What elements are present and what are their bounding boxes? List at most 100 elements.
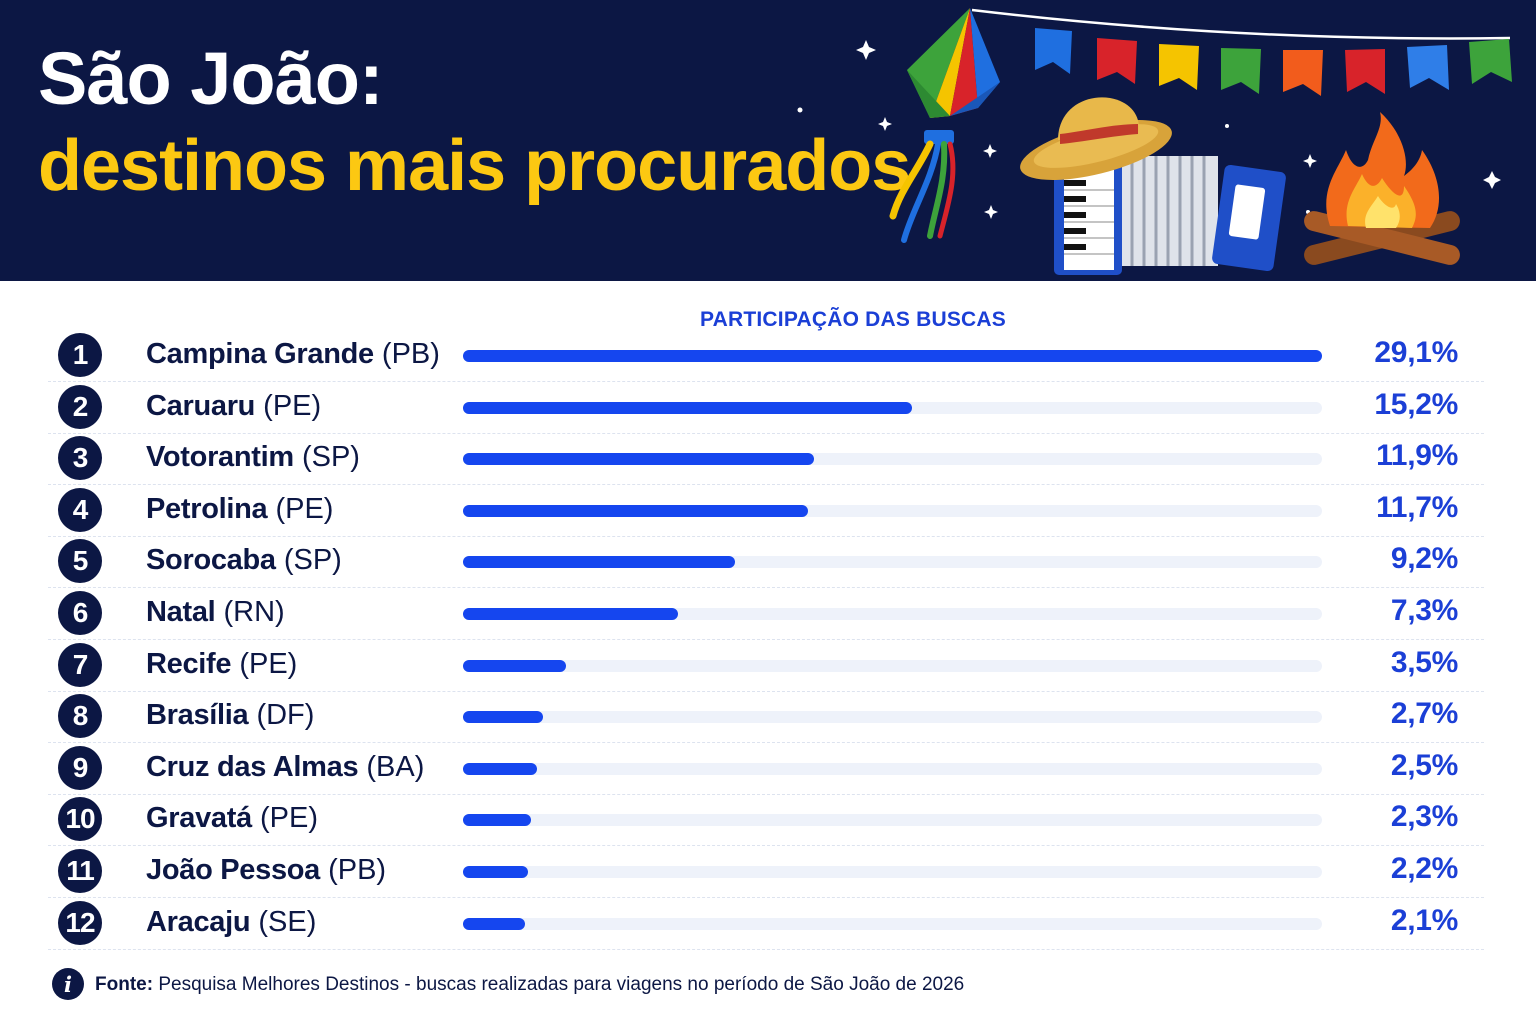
row-divider bbox=[48, 948, 1484, 950]
straw-hat-icon bbox=[1020, 97, 1172, 180]
city-state: (SP) bbox=[301, 441, 360, 474]
rank-badge: 11 bbox=[58, 849, 102, 893]
city-name: Sorocaba bbox=[146, 544, 276, 577]
bar-track bbox=[463, 401, 1322, 414]
city-state: (SP) bbox=[283, 544, 342, 577]
city-name: Aracaju bbox=[146, 905, 251, 938]
city-state: (BA) bbox=[366, 750, 425, 783]
rank-badge: 1 bbox=[58, 333, 102, 377]
bar-track bbox=[463, 556, 1322, 569]
value-label: 2,7% bbox=[1390, 697, 1458, 731]
row-divider bbox=[48, 535, 1484, 537]
rank-badge: 12 bbox=[58, 900, 102, 945]
bar-fill bbox=[463, 711, 543, 724]
value-label: 11,9% bbox=[1376, 439, 1458, 473]
city-label: Caruaru (PE) bbox=[146, 390, 321, 423]
footer-source: Fonte: Pesquisa Melhores Destinos - busc… bbox=[95, 974, 964, 996]
rank-badge: 8 bbox=[58, 694, 102, 739]
city-state: (PE) bbox=[239, 647, 298, 680]
table-row: 11 João Pessoa (PB) 2,2% bbox=[48, 846, 1484, 898]
row-divider bbox=[48, 897, 1484, 898]
bar-fill bbox=[463, 762, 537, 775]
city-name: Cruz das Almas bbox=[146, 750, 359, 783]
city-name: Campina Grande bbox=[146, 338, 374, 370]
city-name: Natal bbox=[146, 596, 216, 628]
table-row: 3 Votorantim (SP) 11,9% bbox=[48, 433, 1484, 486]
row-divider bbox=[48, 587, 1484, 589]
bar-track bbox=[463, 659, 1322, 672]
city-name: Petrolina bbox=[146, 492, 268, 525]
row-divider bbox=[48, 484, 1484, 486]
bar-fill bbox=[463, 866, 528, 878]
rank-badge: 2 bbox=[58, 384, 102, 429]
bar-track bbox=[463, 608, 1322, 620]
value-label: 2,3% bbox=[1390, 800, 1458, 834]
value-label: 11,7% bbox=[1376, 490, 1458, 524]
city-label: Sorocaba (SP) bbox=[146, 544, 342, 577]
table-row: 2 Caruaru (PE) 15,2% bbox=[48, 382, 1484, 434]
city-state: (PB) bbox=[328, 854, 387, 886]
city-label: Natal (RN) bbox=[146, 596, 285, 629]
rank-badge: 9 bbox=[58, 745, 102, 790]
city-state: (PE) bbox=[275, 492, 334, 525]
bar-fill bbox=[463, 917, 525, 930]
rank-badge: 10 bbox=[58, 797, 102, 842]
table-row: 12 Aracaju (SE) 2,1% bbox=[48, 898, 1484, 950]
bar-track bbox=[463, 711, 1322, 724]
table-row: 1 Campina Grande (PB) 29,1% bbox=[48, 330, 1484, 382]
rank-badge: 3 bbox=[58, 436, 102, 481]
value-label: 2,5% bbox=[1390, 748, 1458, 782]
city-state: (PE) bbox=[263, 389, 322, 422]
column-header: PARTICIPAÇÃO DAS BUSCAS bbox=[699, 308, 1006, 331]
table-row: 4 Petrolina (PE) 11,7% bbox=[48, 485, 1484, 537]
city-name: Brasília bbox=[146, 699, 249, 732]
city-state: (DF) bbox=[256, 699, 315, 732]
row-divider bbox=[48, 432, 1484, 434]
page-subtitle: destinos mais procurados bbox=[38, 126, 911, 206]
city-label: Aracaju (SE) bbox=[146, 906, 316, 939]
bar-track bbox=[463, 453, 1322, 466]
table-row: 8 Brasília (DF) 2,7% bbox=[48, 691, 1484, 744]
row-divider bbox=[48, 742, 1484, 744]
city-name: João Pessoa bbox=[146, 854, 321, 886]
value-label: 7,3% bbox=[1390, 594, 1458, 627]
city-label: Campina Grande (PB) bbox=[146, 338, 440, 371]
table-row: 7 Recife (PE) 3,5% bbox=[48, 640, 1484, 692]
footer-label: Fonte: bbox=[95, 974, 154, 995]
info-icon: i bbox=[52, 968, 84, 1000]
value-label: 2,1% bbox=[1390, 903, 1458, 937]
bar-track bbox=[463, 350, 1322, 362]
city-label: João Pessoa (PB) bbox=[146, 854, 386, 887]
festa-junina-illustration bbox=[797, 8, 1512, 275]
row-divider bbox=[48, 381, 1484, 382]
row-divider bbox=[48, 690, 1484, 692]
table-row: 10 Gravatá (PE) 2,3% bbox=[48, 794, 1484, 847]
value-label: 3,5% bbox=[1390, 645, 1458, 679]
city-state: (RN) bbox=[223, 596, 285, 628]
balloon-icon bbox=[889, 8, 1000, 243]
bar-fill bbox=[463, 814, 531, 827]
city-label: Gravatá (PE) bbox=[146, 802, 318, 835]
header-banner: São João: destinos mais procurados bbox=[0, 0, 1536, 281]
bar-track bbox=[463, 917, 1322, 930]
bar-fill bbox=[463, 556, 735, 569]
bar-fill bbox=[463, 608, 679, 620]
bar-fill bbox=[463, 453, 815, 466]
rank-badge: 6 bbox=[58, 591, 102, 635]
bar-track bbox=[463, 814, 1322, 827]
row-divider bbox=[48, 845, 1484, 847]
bar-fill bbox=[463, 659, 567, 672]
city-state: (PE) bbox=[259, 802, 318, 835]
bar-track bbox=[463, 866, 1322, 878]
city-name: Recife bbox=[146, 647, 232, 680]
value-label: 15,2% bbox=[1374, 387, 1458, 421]
accordion-icon bbox=[1054, 156, 1286, 275]
value-label: 2,2% bbox=[1390, 852, 1458, 885]
row-divider bbox=[48, 793, 1484, 795]
city-name: Votorantim bbox=[146, 441, 294, 474]
bar-fill bbox=[463, 401, 912, 414]
rank-badge: 4 bbox=[58, 487, 102, 532]
bar-fill bbox=[463, 504, 809, 517]
row-divider bbox=[48, 639, 1484, 640]
city-label: Brasília (DF) bbox=[146, 699, 314, 732]
